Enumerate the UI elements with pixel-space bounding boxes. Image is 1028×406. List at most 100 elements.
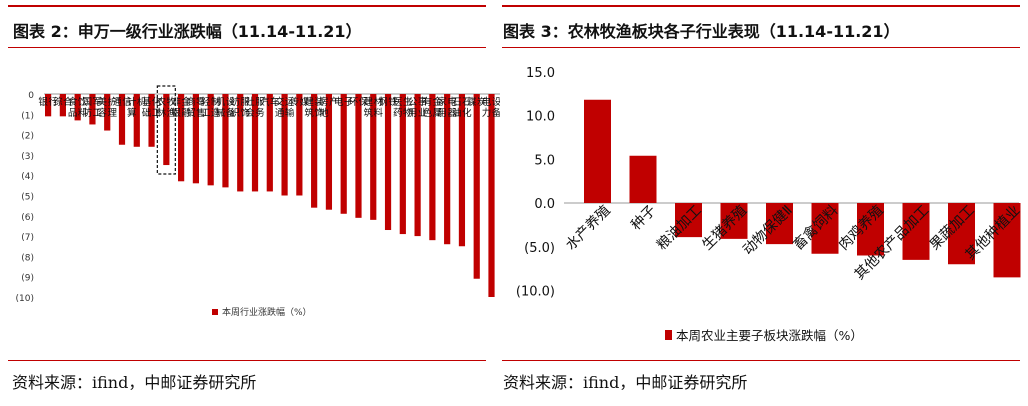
left-bar (370, 94, 377, 220)
right-y-tick-label: 10.0 (526, 110, 555, 125)
left-bar (458, 94, 466, 247)
right-bar-chart: 15.010.05.00.0(5.0)(10.0)水产养殖 种子粮油加工生猪养殖动… (516, 66, 1023, 343)
left-bar (133, 94, 140, 147)
left-y-tick-label: (9) (21, 274, 34, 284)
source-rule-right (502, 360, 1020, 361)
left-bar (414, 94, 421, 237)
left-x-tick-label: 汽车 (260, 96, 280, 108)
left-bar (251, 94, 259, 192)
right-legend-swatch (665, 330, 672, 340)
left-x-tick-label: 环保 (349, 96, 369, 108)
left-x-tick-label: 商贸零售 (186, 96, 206, 119)
left-x-tick-label: 公用事业 (408, 96, 428, 119)
right-legend-label: 本周农业主要子板块涨跌幅（%） (676, 328, 863, 343)
left-bar (74, 94, 81, 121)
right-y-tick-label: 15.0 (526, 66, 555, 81)
left-bar (296, 94, 303, 196)
left-y-tick-label: (8) (21, 253, 34, 263)
left-y-tick-label: (2) (21, 132, 34, 142)
left-x-tick-label: 银行 (38, 96, 58, 108)
left-legend-label: 本周行业涨跌幅（%） (222, 306, 312, 318)
left-bar (488, 94, 495, 297)
left-x-tick-label: 纺织服饰 (230, 96, 250, 119)
left-bar (325, 94, 333, 210)
source-rule-left (8, 360, 486, 361)
left-x-tick-label: 食品饮料 (68, 96, 88, 119)
left-x-tick-label: 家用电器 (437, 96, 457, 119)
left-bar (207, 94, 214, 186)
left-bar (429, 94, 436, 241)
left-highlight-box (156, 85, 176, 175)
left-x-tick-label: 房地产 (319, 96, 339, 119)
title-rule-right (502, 47, 1020, 48)
left-x-tick-label: 煤炭 (467, 96, 487, 108)
left-bar (178, 94, 185, 182)
right-chart-title: 图表 3：农林牧渔板块各子行业表现（11.14-11.21） (503, 22, 900, 41)
left-bar (355, 94, 362, 218)
right-bar (948, 203, 975, 265)
left-bar (89, 94, 96, 125)
right-bar (811, 203, 839, 254)
right-y-tick-label: (5.0) (524, 241, 555, 256)
right-bar (857, 203, 884, 256)
top-rule-right (502, 5, 1020, 7)
left-bar (340, 94, 347, 214)
left-bar (59, 94, 66, 117)
left-bar (118, 94, 126, 145)
left-y-tick-label: (5) (21, 193, 34, 203)
right-bar (584, 99, 611, 203)
left-x-tick-label: 电子 (334, 96, 354, 108)
top-rule-left (8, 5, 486, 7)
left-source-note: 资料来源：ifind，中邮证券研究所 (12, 373, 257, 392)
left-legend-swatch (212, 309, 218, 315)
right-y-tick-label: 5.0 (534, 153, 555, 168)
left-bar (222, 94, 229, 188)
left-bar (163, 94, 170, 166)
left-x-tick-label: 综合 (53, 96, 73, 108)
left-y-tick-label: (1) (21, 111, 34, 121)
left-bar (473, 94, 480, 279)
left-bar (237, 94, 244, 192)
left-x-tick-label: 轻工制造 (201, 96, 221, 119)
right-y-tick-label: 0.0 (534, 197, 555, 212)
left-bar (148, 94, 155, 147)
right-x-tick-label: 种子 (628, 203, 659, 234)
left-bar (399, 94, 406, 235)
left-x-tick-label: 交通运输 (275, 96, 295, 119)
left-x-tick-label: 钢铁 (378, 96, 398, 108)
left-y-tick-label: (10) (16, 294, 34, 304)
left-bar (104, 94, 111, 131)
left-x-tick-label: 计算机 (127, 96, 147, 119)
right-source-note: 资料来源：ifind，中邮证券研究所 (503, 373, 748, 392)
left-x-tick-label: 建筑材料 (364, 96, 384, 119)
left-x-tick-label: 非银金融 (171, 96, 191, 119)
right-bar (675, 203, 702, 238)
left-x-tick-label: 建筑装饰 (304, 96, 324, 119)
right-bar (902, 203, 930, 260)
right-x-tick-label: 水产养殖 (562, 202, 614, 254)
left-y-tick-label: (6) (21, 213, 34, 223)
left-bar (266, 94, 273, 192)
left-bar (192, 94, 199, 184)
left-x-tick-label: 国防军工 (83, 97, 103, 119)
right-bar (766, 203, 793, 245)
right-bar (720, 203, 748, 239)
right-bar (629, 155, 657, 203)
left-x-tick-label: 电力设备 (482, 96, 500, 119)
left-x-tick-label: 医药生物 (393, 96, 413, 119)
left-y-tick-label: 0 (28, 91, 34, 101)
left-y-tick-label: (7) (21, 233, 34, 243)
right-bar (993, 203, 1021, 278)
left-y-tick-label: (3) (21, 152, 34, 162)
left-x-tick-label: 农林牧渔 (157, 96, 177, 119)
left-bar (281, 94, 288, 196)
left-y-tick-label: (4) (21, 172, 34, 182)
left-bar (444, 94, 451, 245)
left-x-tick-label: 通信 (112, 96, 132, 108)
left-bar (384, 94, 392, 231)
left-x-tick-label: 传媒 (290, 96, 310, 108)
left-x-tick-label: 机械设备 (216, 96, 236, 119)
left-chart-title: 图表 2：申万一级行业涨跌幅（11.14-11.21） (13, 22, 362, 41)
title-rule-left (8, 47, 486, 48)
left-x-tick-label: 美容护理 (97, 96, 117, 119)
